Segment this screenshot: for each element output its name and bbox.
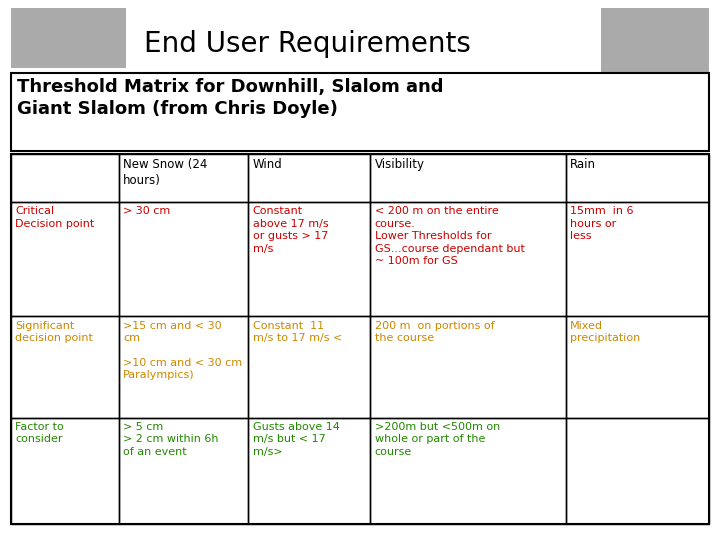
Bar [371,154,566,202]
Text: Critical
Decision point: Critical Decision point [15,206,94,229]
Bar [566,154,709,202]
Bar [248,202,371,316]
Bar [371,316,566,417]
Text: Factor to
consider: Factor to consider [15,422,64,444]
Bar [11,73,709,151]
Bar [11,8,126,68]
Bar [11,202,119,316]
Text: Visibility: Visibility [375,158,425,171]
Bar [11,154,709,524]
Text: Threshold Matrix for Downhill, Slalom and
Giant Slalom (from Chris Doyle): Threshold Matrix for Downhill, Slalom an… [17,78,443,118]
Text: >200m but <500m on
whole or part of the
course: >200m but <500m on whole or part of the … [375,422,500,457]
Text: > 30 cm: > 30 cm [123,206,171,217]
Text: Constant  11
m/s to 17 m/s <: Constant 11 m/s to 17 m/s < [253,321,342,343]
Bar [248,417,371,524]
Text: Mixed
precipitation: Mixed precipitation [570,321,641,343]
Bar [119,316,248,417]
Bar [566,417,709,524]
Bar [119,154,248,202]
Bar [566,316,709,417]
Bar [11,316,119,417]
Text: Significant
decision point: Significant decision point [15,321,93,343]
Text: Rain: Rain [570,158,596,171]
Bar [601,8,709,94]
Text: Wind: Wind [253,158,282,171]
Bar [11,417,119,524]
Text: Constant
above 17 m/s
or gusts > 17
m/s: Constant above 17 m/s or gusts > 17 m/s [253,206,328,253]
Text: > 5 cm
> 2 cm within 6h
of an event: > 5 cm > 2 cm within 6h of an event [123,422,219,457]
Bar [119,202,248,316]
Bar [566,202,709,316]
Text: 200 m  on portions of
the course: 200 m on portions of the course [375,321,495,343]
Bar [371,417,566,524]
Text: Gusts above 14
m/s but < 17
m/s>: Gusts above 14 m/s but < 17 m/s> [253,422,339,457]
Text: 15mm  in 6
hours or
less: 15mm in 6 hours or less [570,206,634,241]
Bar [371,202,566,316]
Bar [248,154,371,202]
Text: End User Requirements: End User Requirements [144,30,471,58]
Text: < 200 m on the entire
course.
Lower Thresholds for
GS...course dependant but
~ 1: < 200 m on the entire course. Lower Thre… [375,206,525,266]
Text: >15 cm and < 30
cm

>10 cm and < 30 cm
Paralympics): >15 cm and < 30 cm >10 cm and < 30 cm Pa… [123,321,243,380]
Bar [119,417,248,524]
Bar [11,154,119,202]
Text: New Snow (24
hours): New Snow (24 hours) [123,158,208,187]
Bar [248,316,371,417]
